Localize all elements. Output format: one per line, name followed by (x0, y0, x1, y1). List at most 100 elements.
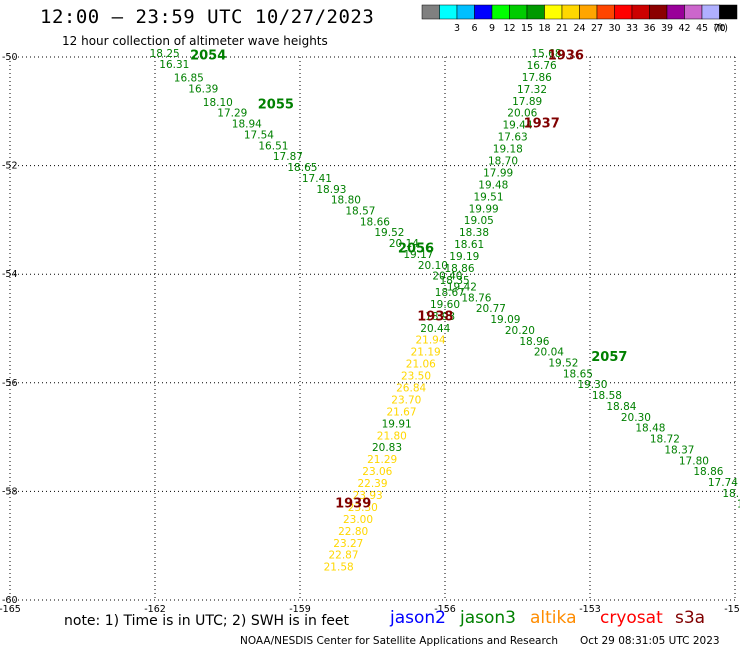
y-tick-label: -52 (2, 161, 18, 172)
data-point-label: 22.80 (338, 526, 368, 538)
data-point-label: 18.57 (345, 205, 375, 217)
satellite-label-altika: altika (530, 608, 577, 628)
data-point-label: 18.48 (635, 423, 665, 435)
data-point-label: 18.93 (425, 311, 455, 323)
data-point-label: 18.72 (650, 434, 680, 446)
data-point-label: 20.06 (507, 108, 537, 120)
data-point-label: 18.84 (606, 401, 636, 413)
track-time-label: 2055 (258, 98, 294, 113)
data-point-label: 18.10 (203, 97, 233, 109)
legend-tick-label: 3 (454, 23, 460, 34)
data-point-label: 20.14 (389, 238, 419, 250)
y-tick-label: -58 (2, 486, 18, 497)
track-time-label: 1937 (524, 117, 560, 132)
data-point-label: 17.74 (708, 477, 738, 489)
legend-tick-label: 39 (661, 23, 673, 34)
satellite-label-cryosat: cryosat (600, 608, 663, 628)
data-point-label: 20.77 (476, 303, 506, 315)
data-point-label: 21.94 (415, 335, 445, 347)
data-point-label: 18.38 (459, 227, 489, 239)
legend-swatch (719, 4, 738, 20)
data-point-label: 16.31 (159, 59, 189, 71)
data-point-label: 18.15 (722, 488, 740, 500)
data-point-label: 16.76 (527, 60, 557, 72)
data-point-label: 18.37 (664, 444, 694, 456)
data-point-label: 16.51 (258, 140, 288, 152)
legend-tick-label: 27 (591, 23, 603, 34)
data-point-label: 20.04 (534, 347, 564, 359)
data-point-label: 19.60 (430, 299, 460, 311)
data-point-label: 21.58 (324, 562, 354, 574)
legend-tick-label: 45 (696, 23, 708, 34)
data-point-label: 18.35 (440, 275, 470, 287)
y-tick-label: -50 (2, 52, 18, 63)
satellite-label-jason3: jason3 (460, 608, 516, 628)
legend-tick-label: 9 (489, 23, 495, 34)
y-tick-label: -54 (2, 269, 18, 280)
x-tick-label: -153 (579, 604, 601, 615)
data-point-label: 18.80 (331, 195, 361, 207)
legend-tick-label: 30 (608, 23, 620, 34)
data-point-label: 18.67 (435, 287, 465, 299)
y-tick-label: -60 (2, 595, 18, 606)
data-point-label: 18.93 (316, 184, 346, 196)
page-subtitle: 12 hour collection of altimeter wave hei… (62, 34, 328, 48)
track-time-label: 2056 (398, 241, 434, 256)
x-tick-label: -156 (434, 604, 456, 615)
chart-plot: -165 -162 -159 -156 -153 -150 -50 -52 -54 -56 -58 -… (0, 48, 740, 615)
data-point-label: 17.99 (737, 499, 740, 511)
data-point-label: 19.52 (548, 358, 578, 370)
data-point-label: 19.17 (403, 249, 433, 261)
legend-tick-label: 24 (573, 23, 585, 34)
track-time-label: 1938 (417, 309, 453, 324)
data-point-label: 21.06 (406, 359, 436, 371)
data-point-label: 21.29 (367, 454, 397, 466)
data-point-label: 23.70 (391, 394, 421, 406)
x-tick-label: -165 (0, 604, 21, 615)
data-point-label: 23.06 (362, 466, 392, 478)
credit-text: NOAA/NESDIS Center for Satellite Applica… (240, 635, 558, 647)
page-title: 12:00 – 23:59 UTC 10/27/2023 (40, 6, 375, 28)
data-point-label: 21.80 (377, 430, 407, 442)
satellite-label-s3a: s3a (675, 608, 706, 628)
data-point-label: 20.10 (418, 260, 448, 272)
x-tick-label: -150 (724, 604, 740, 615)
data-point-label: 18.94 (232, 119, 262, 131)
data-point-label: 23.00 (343, 514, 373, 526)
data-point-label: 19.52 (374, 227, 404, 239)
data-point-label: 19.30 (577, 379, 607, 391)
data-point-label: 23.30 (348, 502, 378, 514)
data-point-label: 20.83 (372, 442, 402, 454)
data-point-label: 19.91 (382, 418, 412, 430)
legend: 3 6 9 12 15 18 21 24 27 30 33 36 39 42 45 70(ft) (421, 4, 738, 34)
data-point-label: 17.29 (217, 108, 247, 120)
track-time-label: 2057 (591, 350, 627, 365)
data-point-label: 19.48 (478, 179, 508, 191)
series-s3a: 15.6816.7617.8617.3217.8920.0619.4417.63… (324, 48, 562, 574)
data-point-label: 18.76 (461, 292, 491, 304)
data-point-label: 18.65 (563, 368, 593, 380)
data-point-label: 26.84 (396, 382, 426, 394)
data-point-label: 18.86 (444, 263, 474, 275)
legend-tick-label: 12 (503, 23, 515, 34)
legend-unit-label: (ft) (714, 23, 728, 34)
y-tick-label: -56 (2, 378, 18, 389)
data-point-label: 15.68 (531, 48, 561, 60)
track-time-label: 2054 (190, 49, 226, 64)
legend-tick-label: 42 (678, 23, 690, 34)
legend-tick-label: 21 (556, 23, 568, 34)
data-point-label: 17.87 (273, 151, 303, 163)
legend-tick-label: 33 (626, 23, 638, 34)
data-point-label: 19.51 (473, 191, 503, 203)
x-tick-label: -159 (289, 604, 311, 615)
data-point-label: 17.86 (522, 72, 552, 84)
x-tick-label: -162 (144, 604, 166, 615)
track-time-label: 1936 (548, 49, 584, 64)
data-point-label: 19.05 (464, 215, 494, 227)
data-point-label: 20.30 (621, 412, 651, 424)
data-point-label: 22.87 (328, 550, 358, 562)
data-point-label: 18.96 (519, 336, 549, 348)
data-point-label: 21.67 (386, 406, 416, 418)
legend-tick-label: 15 (521, 23, 533, 34)
